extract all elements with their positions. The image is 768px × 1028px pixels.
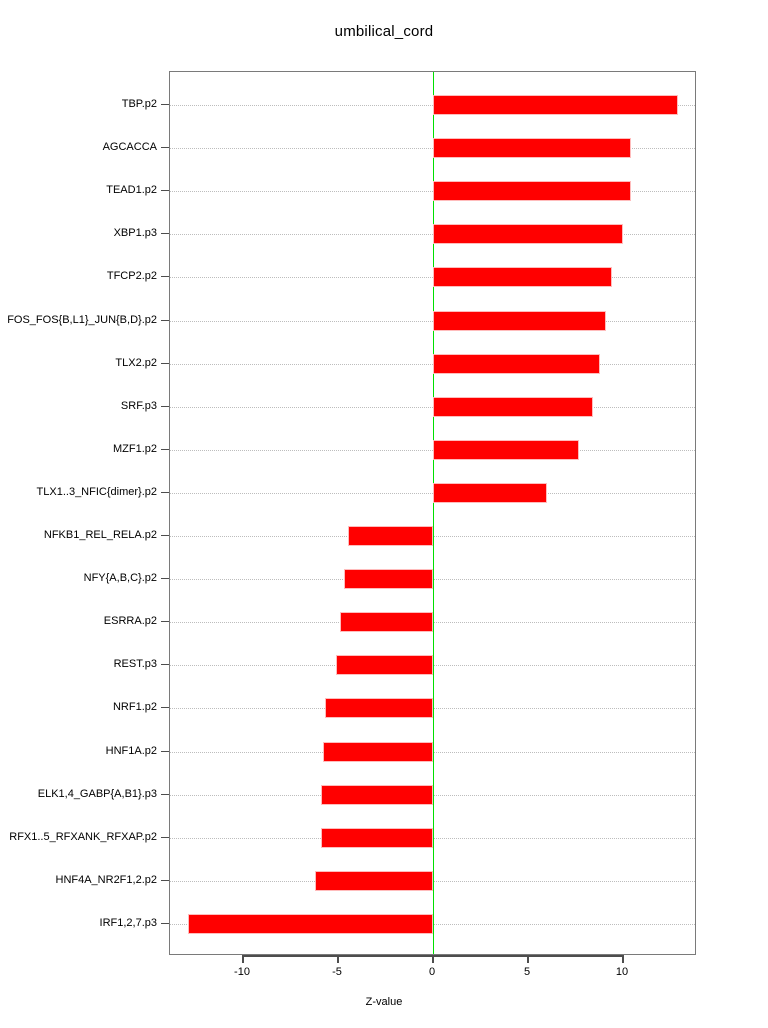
y-axis-tick-label: HNF1A.p2	[105, 744, 157, 757]
x-axis-tick-label: 10	[615, 966, 629, 978]
gridline	[170, 492, 695, 494]
bar	[433, 95, 679, 115]
y-axis-tick-label: RFX1..5_RFXANK_RFXAP.p2	[9, 830, 157, 843]
x-axis-tick-label: -10	[234, 966, 250, 978]
y-axis-tick	[161, 104, 169, 105]
x-axis-tick-label: 5	[523, 966, 531, 978]
bar	[433, 439, 580, 460]
y-axis-tick	[161, 879, 169, 881]
chart-title: umbilical_cord	[334, 23, 434, 40]
bar	[433, 267, 612, 288]
gridline	[170, 105, 695, 106]
bar	[433, 181, 631, 202]
bar	[433, 482, 547, 503]
bar	[343, 569, 433, 590]
gridline	[170, 234, 695, 236]
y-axis-tick-label: NRF1.p2	[112, 701, 157, 714]
y-axis-tick	[161, 793, 169, 795]
bar	[433, 224, 623, 245]
x-axis-tick	[527, 955, 529, 963]
y-axis-tick-label: TEAD1.p2	[106, 184, 157, 197]
y-axis-tick	[161, 836, 169, 838]
y-axis-tick	[161, 491, 169, 493]
y-axis-tick	[161, 707, 169, 709]
bar	[433, 353, 601, 374]
bar	[320, 784, 433, 805]
y-axis-tick	[161, 448, 169, 450]
plot-inner	[170, 72, 695, 954]
bar	[433, 310, 606, 331]
y-axis-tick-label: MZF1.p2	[112, 442, 157, 455]
y-axis-tick	[161, 664, 169, 666]
bar	[336, 655, 433, 676]
y-axis-tick	[161, 276, 169, 278]
y-axis-tick	[161, 362, 169, 364]
gridline	[170, 191, 695, 193]
plot-area	[169, 71, 696, 955]
bar	[433, 396, 593, 417]
x-axis-tick	[432, 955, 434, 963]
x-axis-tick-label: 0	[428, 966, 436, 978]
y-axis-tick	[161, 922, 169, 924]
y-axis-tick	[161, 405, 169, 407]
gridline	[170, 363, 695, 365]
y-axis-tick-label: REST.p3	[113, 658, 157, 671]
y-axis-tick-label: TLX2.p2	[115, 356, 157, 369]
y-axis-tick-label: XBP1.p3	[113, 227, 157, 240]
y-axis-tick-label: TBP.p2	[121, 98, 157, 110]
bar	[324, 698, 433, 719]
y-axis-tick-label: HNF4A_NR2F1,2.p2	[55, 873, 158, 886]
y-axis-tick-label: TFCP2.p2	[106, 270, 157, 283]
gridline	[170, 449, 695, 451]
x-axis-tick	[622, 955, 624, 963]
y-axis-tick-label: SRF.p3	[120, 399, 157, 412]
y-axis-tick-label: FOS_FOS{B,L1}_JUN{B,D}.p2	[7, 313, 157, 326]
y-axis-tick	[161, 147, 169, 149]
x-axis-title: Z-value	[365, 996, 403, 1008]
y-axis-tick-label: ELK1,4_GABP{A,B1}.p3	[37, 787, 157, 800]
y-axis-tick	[161, 319, 169, 321]
bar	[315, 870, 433, 891]
zero-line	[433, 72, 434, 954]
y-axis-tick-label: NFKB1_REL_RELA.p2	[43, 529, 157, 541]
x-axis-tick	[242, 955, 244, 963]
bar	[320, 827, 433, 848]
y-axis-tick	[161, 190, 169, 192]
bar	[322, 741, 433, 762]
bar	[339, 612, 433, 633]
y-axis-tick-label: ESRRA.p2	[103, 615, 157, 628]
y-axis-tick-label: AGCACCA	[102, 141, 157, 154]
y-axis-tick	[161, 750, 169, 752]
bar	[187, 913, 433, 934]
y-axis-tick	[161, 578, 169, 580]
y-axis-tick	[161, 621, 169, 623]
y-axis-tick	[161, 535, 169, 536]
y-axis-tick-label: NFY{A,B,C}.p2	[83, 572, 157, 585]
x-axis-tick-label: -5	[332, 966, 342, 978]
gridline	[170, 277, 695, 279]
gridline	[170, 320, 695, 322]
bar	[347, 526, 433, 546]
y-axis-tick-label: IRF1,2,7.p3	[99, 916, 157, 929]
bar	[433, 138, 631, 159]
gridline	[170, 406, 695, 408]
y-axis-tick	[161, 233, 169, 235]
y-axis-tick-label: TLX1..3_NFIC{dimer}.p2	[36, 485, 157, 498]
x-axis-tick	[337, 955, 339, 963]
gridline	[170, 148, 695, 150]
